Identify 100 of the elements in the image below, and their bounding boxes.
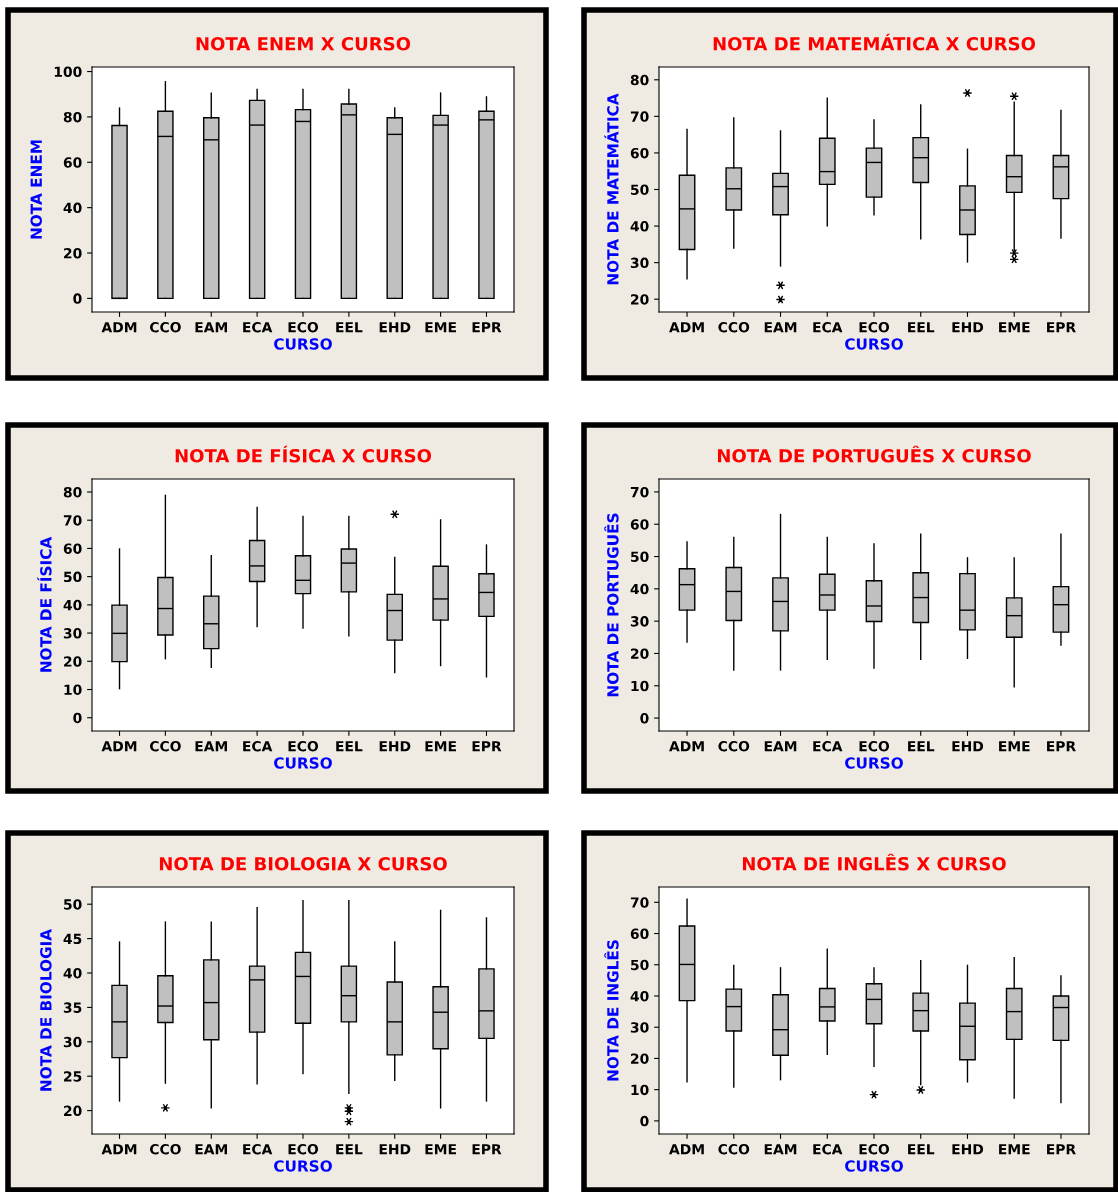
y-tick-label: 80	[630, 74, 649, 86]
x-tick-label: EPR	[1047, 741, 1076, 752]
x-tick-label: EHD	[952, 741, 984, 752]
x-tick-label: CCO	[718, 740, 750, 752]
x-tick-label: ADM	[101, 741, 137, 752]
y-tick-label: 40	[63, 202, 82, 214]
x-axis-title: CURSO	[845, 338, 903, 350]
y-tick-label: 40	[630, 583, 649, 595]
x-tick-label: EEL	[908, 1144, 935, 1155]
y-tick-label: 20	[631, 648, 649, 659]
x-tick-label: EHD	[379, 1144, 411, 1155]
y-tick-label: 60	[630, 928, 649, 939]
x-tick-label: EPR	[472, 322, 502, 333]
y-tick-label: 60	[63, 157, 82, 168]
y-tick-label: 50	[631, 184, 649, 195]
y-tick-label: 35	[63, 1002, 82, 1013]
y-tick-label: 80	[63, 111, 82, 123]
y-tick-label: 70	[630, 897, 649, 908]
y-tick-label: 20	[64, 1105, 82, 1117]
y-tick-label: 50	[631, 959, 649, 971]
y-tick-label: 40	[63, 967, 82, 979]
y-tick-label: 10	[631, 1084, 649, 1096]
y-tick-label: 0	[640, 1115, 649, 1127]
x-tick-label: ECA	[243, 1143, 273, 1155]
y-tick-label: 10	[631, 680, 649, 692]
y-tick-label: 70	[63, 515, 82, 526]
x-tick-label: CCO	[149, 321, 181, 333]
x-tick-label: CCO	[149, 740, 181, 752]
x-tick-label: ECA	[813, 1143, 843, 1155]
x-tick-label: EAM	[195, 741, 228, 752]
y-axis-title: NOTA DE PORTUGUÊS	[604, 513, 619, 697]
y-tick-label: 60	[63, 543, 82, 554]
x-tick-label: ECA	[243, 740, 273, 752]
y-tick-label: 30	[630, 1022, 649, 1033]
x-tick-label: EME	[425, 1144, 456, 1155]
x-tick-label: ECO	[859, 1143, 890, 1155]
x-tick-label: EME	[999, 1144, 1030, 1155]
y-tick-label: 0	[73, 712, 82, 724]
y-tick-label: 20	[631, 294, 649, 305]
x-tick-label: EPR	[1047, 322, 1076, 333]
x-tick-label: EAM	[764, 322, 797, 333]
x-axis-title: CURSO	[845, 1160, 903, 1172]
x-axis-title: CURSO	[274, 338, 332, 350]
x-tick-label: ADM	[669, 322, 704, 333]
x-tick-label: EPR	[472, 741, 502, 752]
chart-title: NOTA DE INGLÊS X CURSO	[742, 853, 1006, 871]
y-axis-title: NOTA DE FÍSICA	[37, 536, 52, 672]
y-tick-label: 0	[73, 293, 82, 304]
x-tick-label: CCO	[149, 1143, 181, 1155]
x-tick-label: EAM	[764, 1144, 797, 1155]
x-tick-label: ADM	[101, 1144, 137, 1155]
chart-title: NOTA ENEM X CURSO	[196, 36, 411, 51]
chart-title: NOTA DE PORTUGUÊS X CURSO	[717, 445, 1031, 463]
x-tick-label: EHD	[952, 1144, 984, 1155]
y-tick-label: 20	[64, 247, 82, 259]
y-tick-label: 50	[64, 899, 82, 910]
x-axis-title: CURSO	[274, 1160, 332, 1172]
x-tick-label: EEL	[336, 1144, 363, 1155]
x-tick-label: ECO	[288, 740, 319, 752]
x-tick-label: EPR	[1047, 1144, 1076, 1155]
y-axis-title: NOTA DE MATEMÁTICA	[604, 93, 619, 285]
y-tick-label: 30	[630, 257, 649, 269]
x-tick-label: EME	[425, 741, 456, 752]
x-tick-label: ECO	[288, 1143, 319, 1155]
y-tick-label: 70	[630, 486, 649, 498]
x-tick-label: ECO	[859, 321, 890, 333]
x-tick-label: EEL	[336, 741, 363, 752]
x-tick-label: EPR	[472, 1144, 502, 1155]
x-tick-label: EAM	[195, 322, 228, 333]
y-tick-label: 25	[64, 1071, 82, 1082]
x-tick-label: EME	[999, 741, 1030, 752]
x-tick-label: EEL	[908, 741, 935, 752]
y-axis-title: NOTA DE BIOLOGIA	[40, 929, 52, 1091]
y-tick-label: 80	[63, 486, 82, 498]
y-tick-label: 100	[54, 66, 82, 78]
y-tick-label: 10	[64, 684, 82, 695]
x-axis-title: CURSO	[274, 757, 332, 769]
y-tick-label: 20	[64, 656, 82, 667]
x-tick-label: ECA	[813, 740, 843, 752]
x-tick-label: ADM	[669, 1144, 704, 1155]
y-axis-title: NOTA DE INGLÊS	[604, 940, 619, 1081]
x-tick-label: ECO	[859, 740, 890, 752]
x-tick-label: EME	[425, 322, 456, 333]
y-tick-label: 30	[630, 616, 649, 627]
x-tick-label: EHD	[379, 322, 411, 333]
y-tick-label: 50	[64, 571, 82, 583]
y-tick-label: 20	[631, 1053, 649, 1064]
y-tick-label: 60	[630, 147, 649, 159]
x-tick-label: ECO	[288, 321, 319, 333]
x-tick-label: ECA	[243, 321, 273, 333]
y-tick-label: 45	[63, 933, 82, 945]
y-tick-label: 0	[640, 713, 649, 724]
y-tick-label: 40	[630, 990, 649, 1002]
y-axis-title: NOTA ENEM	[30, 140, 42, 239]
x-tick-label: ADM	[101, 322, 137, 333]
y-tick-label: 30	[63, 1036, 82, 1048]
chart-title: NOTA DE BIOLOGIA X CURSO	[159, 856, 447, 871]
y-tick-label: 30	[63, 628, 82, 639]
chart-title: NOTA DE MATEMÁTICA X CURSO	[713, 33, 1036, 51]
x-tick-label: EEL	[908, 322, 935, 333]
